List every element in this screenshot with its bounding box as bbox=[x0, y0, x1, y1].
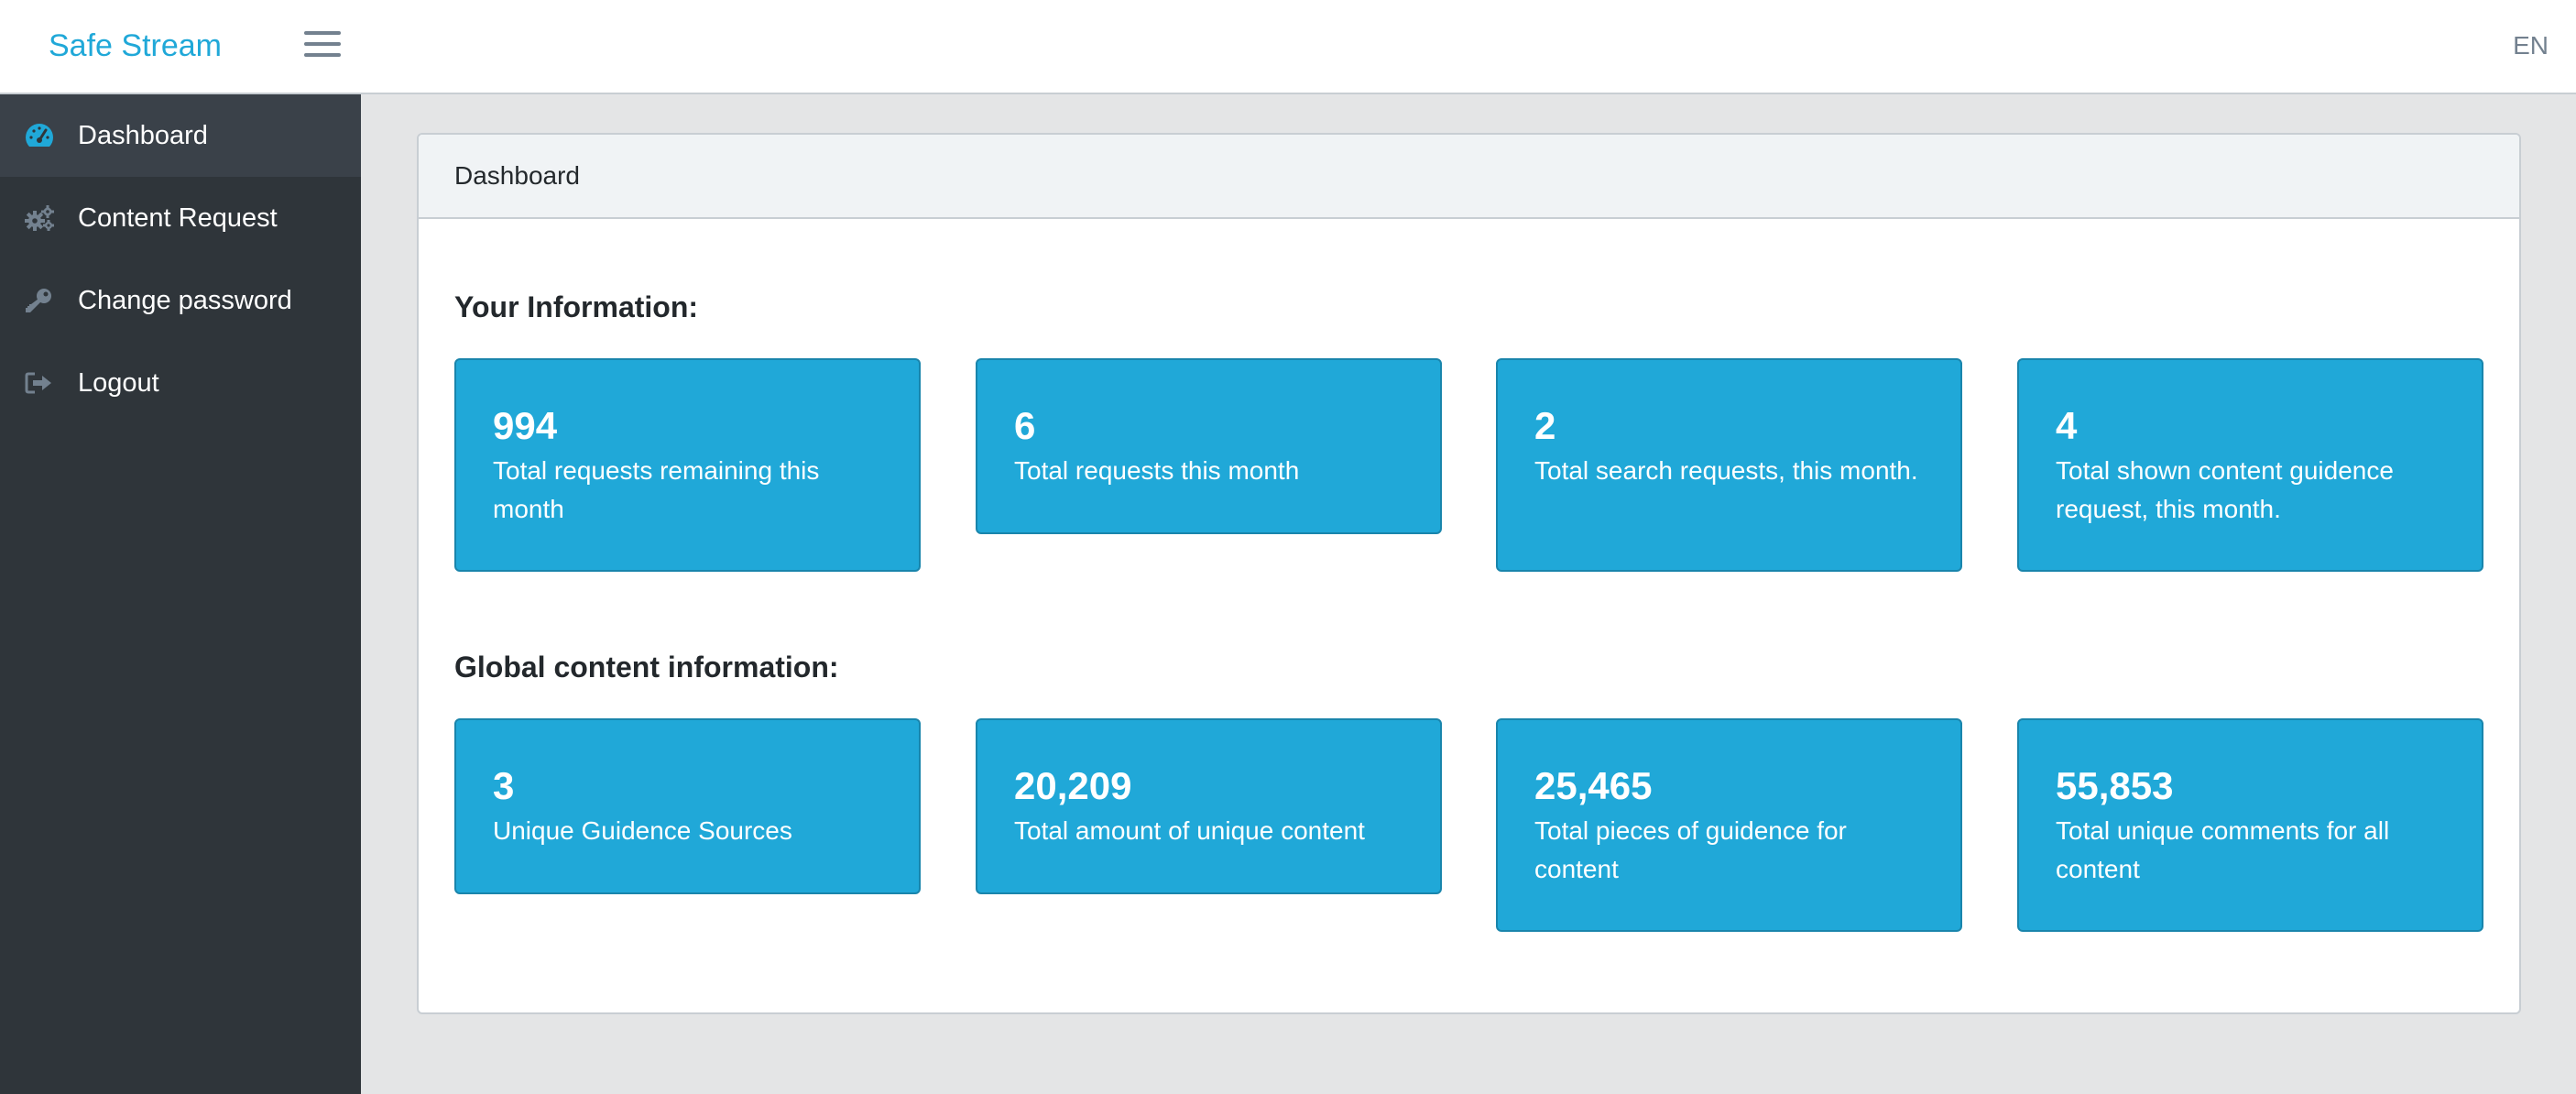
stat-value: 3 bbox=[493, 764, 515, 807]
stat-value: 6 bbox=[1014, 404, 1036, 447]
sidebar-item-label: Content Request bbox=[78, 202, 278, 233]
stat-value: 994 bbox=[493, 404, 558, 447]
stat-value: 20,209 bbox=[1014, 764, 1132, 807]
stat-label: Total pieces of guidence for content bbox=[1534, 816, 1847, 883]
dashboard-card: Dashboard Your Information: 994 Total re… bbox=[417, 133, 2521, 1014]
logout-icon bbox=[24, 367, 55, 399]
language-selector[interactable]: EN bbox=[2513, 31, 2549, 60]
sidebar-item-dashboard[interactable]: Dashboard bbox=[0, 94, 361, 177]
top-navbar: Safe Stream EN bbox=[0, 0, 2576, 94]
stat-tile: 4 Total shown content guidence request, … bbox=[2017, 358, 2483, 572]
stat-tile: 6 Total requests this month bbox=[976, 358, 1442, 534]
stat-label: Total requests this month bbox=[1014, 456, 1300, 485]
speedometer-icon bbox=[24, 120, 55, 151]
stat-label: Unique Guidence Sources bbox=[493, 816, 792, 845]
stat-label: Total requests remaining this month bbox=[493, 456, 820, 523]
stat-tile: 994 Total requests remaining this month bbox=[454, 358, 921, 572]
your-information-heading: Your Information: bbox=[454, 290, 699, 323]
card-header: Dashboard bbox=[419, 135, 2519, 219]
stat-tile: 3 Unique Guidence Sources bbox=[454, 718, 921, 894]
hamburger-icon[interactable] bbox=[304, 29, 343, 59]
stat-label: Total amount of unique content bbox=[1014, 816, 1365, 845]
stat-value: 25,465 bbox=[1534, 764, 1653, 807]
stat-tile: 55,853 Total unique comments for all con… bbox=[2017, 718, 2483, 932]
sidebar-item-label: Change password bbox=[78, 285, 292, 315]
global-content-heading: Global content information: bbox=[454, 651, 839, 684]
sidebar-item-logout[interactable]: Logout bbox=[0, 342, 361, 424]
sidebar-item-label: Dashboard bbox=[78, 120, 208, 150]
sidebar-item-change-password[interactable]: Change password bbox=[0, 259, 361, 342]
stat-label: Total unique comments for all content bbox=[2056, 816, 2390, 883]
stat-label: Total shown content guidence request, th… bbox=[2056, 456, 2394, 523]
sidebar: Dashboard bbox=[0, 94, 361, 1094]
sidebar-item-content-request[interactable]: Content Request bbox=[0, 177, 361, 259]
stat-value: 4 bbox=[2056, 404, 2078, 447]
brand-logo[interactable]: Safe Stream bbox=[49, 28, 222, 63]
stat-value: 2 bbox=[1534, 404, 1556, 447]
stat-tile: 25,465 Total pieces of guidence for cont… bbox=[1496, 718, 1962, 932]
main-content: Dashboard Your Information: 994 Total re… bbox=[361, 94, 2576, 1094]
stat-value: 55,853 bbox=[2056, 764, 2174, 807]
sidebar-item-label: Logout bbox=[78, 367, 159, 398]
stat-label: Total search requests, this month. bbox=[1534, 456, 1918, 485]
stat-tile: 2 Total search requests, this month. bbox=[1496, 358, 1962, 572]
stat-tile: 20,209 Total amount of unique content bbox=[976, 718, 1442, 894]
gears-icon bbox=[24, 202, 55, 234]
key-icon bbox=[24, 285, 55, 316]
